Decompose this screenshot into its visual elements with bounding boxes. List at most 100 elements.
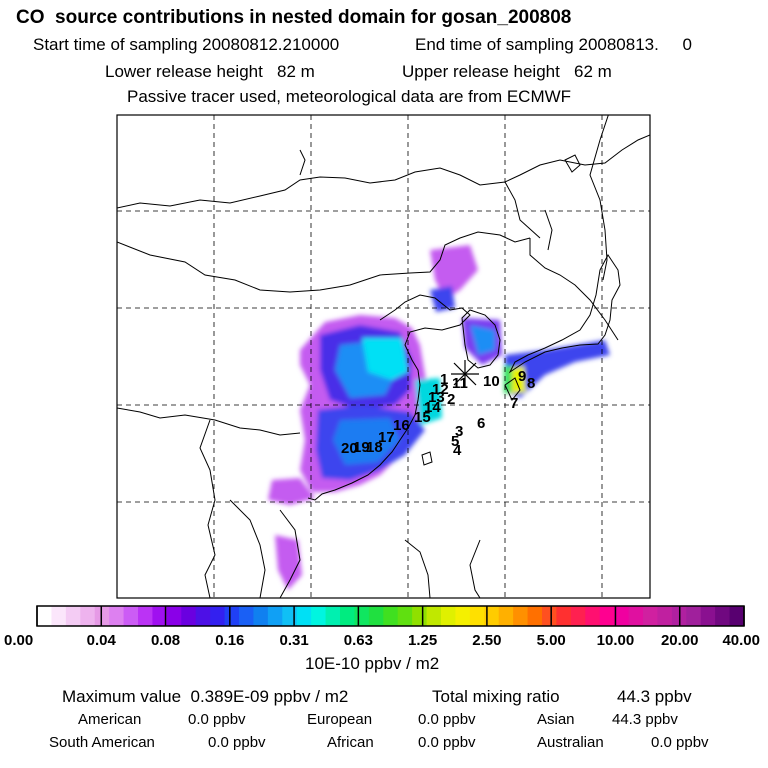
colorbar-cell (412, 606, 428, 626)
colorbar-cell (455, 606, 471, 626)
start-time-line: Start time of sampling 20080812.210000 (33, 36, 339, 53)
colorbar-cell (383, 606, 399, 626)
total-mixing-value: 44.3 ppbv (617, 687, 692, 706)
concentration-plume (268, 245, 610, 590)
colorbar-cell (109, 606, 125, 626)
colorbar-cell (210, 606, 226, 626)
colorbar-units: 10E-10 ppbv / m2 (305, 654, 440, 673)
colorbar-cell (267, 606, 283, 626)
site-label: 5 (451, 433, 459, 450)
colorbar-cell (441, 606, 457, 626)
colorbar-cell (715, 606, 731, 626)
colorbar-cell (123, 606, 139, 626)
colorbar-cell (542, 606, 558, 626)
colorbar-cell (628, 606, 644, 626)
site-label: 2 (447, 391, 455, 408)
colorbar-cell (282, 606, 298, 626)
colorbar-cell (80, 606, 96, 626)
colorbar-tick-label: 10.00 (597, 632, 635, 649)
site-label: 20 (341, 440, 358, 457)
colorbar-tick-label: 0.31 (279, 632, 308, 649)
colorbar-cell (94, 606, 110, 626)
region-value: 0.0 ppbv (651, 734, 709, 751)
site-label: 14 (424, 399, 441, 416)
colorbar-cell (51, 606, 67, 626)
upper-height-label: Upper release height (402, 62, 560, 81)
upper-height-line: Upper release height 62 m (402, 63, 612, 80)
region-name: Australian (537, 734, 604, 751)
region-value: 0.0 ppbv (418, 711, 476, 728)
colorbar-cell (152, 606, 168, 626)
site-label: 1 (440, 371, 448, 388)
colorbar-cell (65, 606, 81, 626)
colorbar-tick-label: 0.04 (87, 632, 117, 649)
region-value: 0.0 ppbv (208, 734, 266, 751)
colorbar-cell (239, 606, 255, 626)
lower-height-label: Lower release height (105, 62, 263, 81)
colorbar-cell (397, 606, 413, 626)
colorbar-cells (37, 606, 745, 626)
colorbar-cell (138, 606, 154, 626)
colorbar-cell (614, 606, 630, 626)
end-time-line: End time of sampling 20080813. 0 (415, 36, 692, 53)
colorbar-cell (556, 606, 572, 626)
map-title: CO source contributions in nested domain… (16, 7, 572, 28)
start-time-value: 20080812.210000 (202, 35, 340, 54)
colorbar-tick-label: 0.63 (344, 632, 373, 649)
region-name: South American (49, 734, 155, 751)
region-value: 0.0 ppbv (188, 711, 246, 728)
region-value: 0.0 ppbv (418, 734, 476, 751)
colorbar-tick-label: 1.25 (408, 632, 437, 649)
site-label: 17 (378, 429, 395, 446)
colorbar-cell (253, 606, 269, 626)
upper-height-value: 62 m (574, 62, 612, 81)
site-label: 3 (455, 423, 463, 440)
colorbar-cell (181, 606, 197, 626)
colorbar-cell (368, 606, 384, 626)
colorbar-tick-label: 0.08 (151, 632, 180, 649)
lower-height-line: Lower release height 82 m (105, 63, 315, 80)
colorbar-cell (513, 606, 529, 626)
total-mixing-line: Total mixing ratio (432, 688, 560, 705)
tracer-note: Passive tracer used, meteorological data… (127, 87, 572, 106)
colorbar-cell (325, 606, 341, 626)
max-value: 0.389E-09 ppbv / m2 (190, 687, 349, 706)
end-time-label: End time of sampling (415, 35, 574, 54)
max-value-line: Maximum value 0.389E-09 ppbv / m2 (62, 688, 348, 705)
colorbar-tick-label: 2.50 (472, 632, 501, 649)
colorbar-cell (469, 606, 485, 626)
colorbar-cell (340, 606, 356, 626)
site-label: 12 (432, 381, 449, 398)
colorbar-cell (166, 606, 182, 626)
colorbar-tick-label: 0.16 (215, 632, 244, 649)
region-name: Asian (537, 711, 575, 728)
colorbar-cell (570, 606, 586, 626)
site-label: 11 (452, 375, 468, 392)
receptor-marker (451, 360, 479, 388)
colorbar-cell (37, 606, 53, 626)
colorbar-tick-label: 40.00 (722, 632, 760, 649)
colorbar-cell (354, 606, 370, 626)
colorbar-cell (729, 606, 745, 626)
lat-lon-grid (117, 115, 650, 598)
colorbar-cell (484, 606, 500, 626)
colorbar-cell (700, 606, 716, 626)
colorbar-cell (195, 606, 211, 626)
colorbar-cell (585, 606, 601, 626)
site-label: 19 (353, 439, 370, 456)
colorbar-cell (296, 606, 312, 626)
max-value-label: Maximum value (62, 687, 182, 706)
site-label: 10 (483, 373, 500, 390)
end-time-value: 20080813. 0 (578, 35, 692, 54)
region-name: European (307, 711, 373, 728)
site-label: 18 (366, 439, 383, 456)
region-value: 44.3 ppbv (612, 711, 678, 728)
colorbar-cell (224, 606, 240, 626)
region-name: African (327, 734, 374, 751)
lower-height-value: 82 m (277, 62, 315, 81)
colorbar-cell (426, 606, 442, 626)
site-label: 15 (414, 409, 431, 426)
